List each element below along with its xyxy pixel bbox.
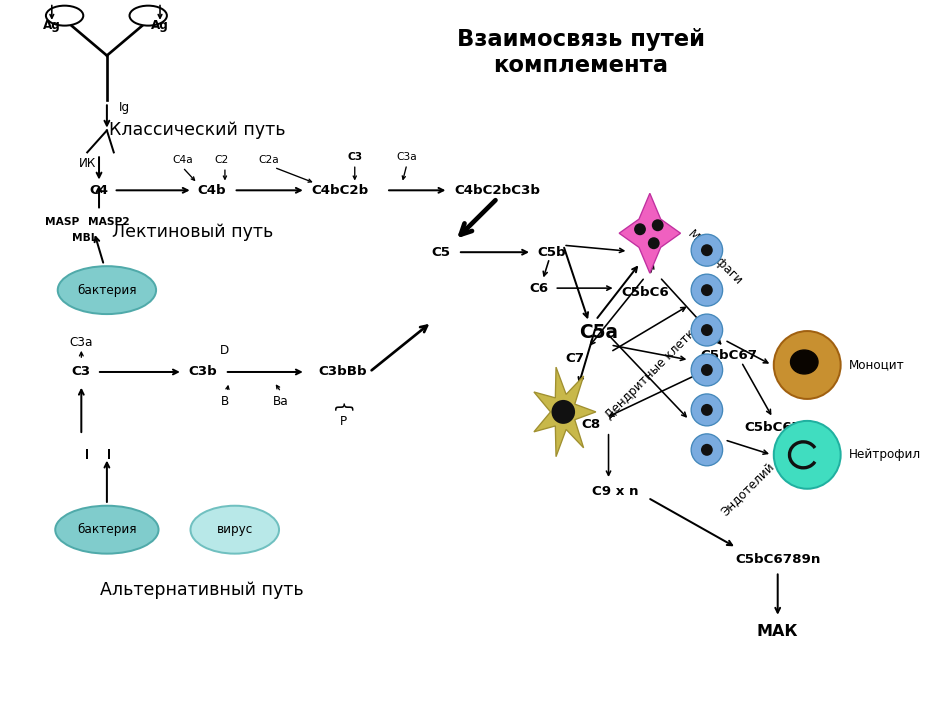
Text: D: D (220, 343, 229, 356)
Ellipse shape (790, 350, 817, 374)
Circle shape (700, 364, 712, 376)
Text: C4: C4 (90, 184, 109, 197)
Text: C5bC678: C5bC678 (744, 421, 811, 434)
Text: Классический путь: Классический путь (109, 122, 285, 140)
Ellipse shape (691, 234, 722, 266)
Text: C3: C3 (72, 366, 91, 379)
Text: Моноцит: Моноцит (848, 359, 903, 372)
Ellipse shape (55, 505, 158, 554)
Text: B: B (221, 395, 228, 408)
Text: Ig: Ig (119, 101, 130, 114)
Ellipse shape (691, 434, 722, 466)
Circle shape (700, 324, 712, 336)
Text: Дендритные клетки: Дендритные клетки (602, 322, 703, 422)
Polygon shape (534, 367, 595, 456)
Text: C2: C2 (214, 156, 229, 166)
Circle shape (700, 444, 712, 456)
Circle shape (647, 237, 659, 249)
Text: Взаимосвязь путей
комплемента: Взаимосвязь путей комплемента (457, 28, 704, 77)
Circle shape (773, 421, 840, 489)
Text: C3b: C3b (188, 366, 216, 379)
Circle shape (551, 400, 575, 424)
Text: MBL: MBL (71, 233, 97, 243)
Text: C8: C8 (580, 418, 600, 431)
Text: MASP: MASP (45, 217, 79, 228)
Text: C5a: C5a (578, 323, 618, 341)
Text: C5: C5 (431, 246, 450, 258)
Circle shape (700, 284, 712, 296)
Ellipse shape (190, 505, 279, 554)
Text: C4b: C4b (197, 184, 227, 197)
Text: MASP2: MASP2 (88, 217, 129, 228)
Text: C9 x n: C9 x n (592, 485, 638, 498)
Text: P: P (339, 415, 346, 428)
Ellipse shape (691, 394, 722, 426)
Text: вирус: вирус (216, 523, 253, 536)
Text: C3: C3 (347, 153, 362, 163)
Text: }: } (333, 398, 352, 410)
Text: C2a: C2a (258, 156, 279, 166)
Text: Ag: Ag (43, 19, 61, 32)
Text: бактерия: бактерия (77, 523, 137, 536)
Ellipse shape (691, 354, 722, 386)
Text: C6: C6 (529, 282, 548, 294)
Circle shape (773, 331, 840, 399)
Text: Макрофаги: Макрофаги (684, 228, 744, 288)
Text: Ag: Ag (151, 19, 168, 32)
Text: C5b: C5b (536, 246, 565, 258)
Text: C3bBb: C3bBb (318, 366, 367, 379)
Text: C4a: C4a (172, 156, 193, 166)
Ellipse shape (58, 266, 156, 314)
Text: Ba: Ba (272, 395, 288, 408)
Ellipse shape (46, 6, 83, 26)
Text: C4bC2b: C4bC2b (311, 184, 368, 197)
Text: ИК: ИК (79, 157, 95, 170)
Text: C3a: C3a (396, 153, 417, 163)
Text: Нейтрофил: Нейтрофил (848, 449, 920, 462)
Text: МАК: МАК (756, 624, 797, 639)
Text: C5bC67: C5bC67 (699, 348, 756, 361)
Ellipse shape (129, 6, 167, 26)
Circle shape (651, 220, 663, 231)
Circle shape (700, 404, 712, 416)
Text: C4bC2bC3b: C4bC2bC3b (454, 184, 540, 197)
Text: C7: C7 (565, 351, 584, 364)
Text: C5bC6789n: C5bC6789n (734, 553, 820, 566)
Circle shape (634, 223, 645, 235)
Ellipse shape (691, 314, 722, 346)
Text: Альтернативный путь: Альтернативный путь (100, 580, 304, 598)
Polygon shape (619, 193, 680, 273)
Ellipse shape (691, 274, 722, 306)
Text: C5bC6: C5bC6 (621, 286, 668, 299)
Text: Эндотелий: Эндотелий (718, 461, 776, 519)
Text: бактерия: бактерия (77, 284, 137, 297)
Circle shape (700, 244, 712, 256)
Text: Лектиновый путь: Лектиновый путь (111, 223, 272, 241)
Text: C3a: C3a (69, 336, 93, 348)
